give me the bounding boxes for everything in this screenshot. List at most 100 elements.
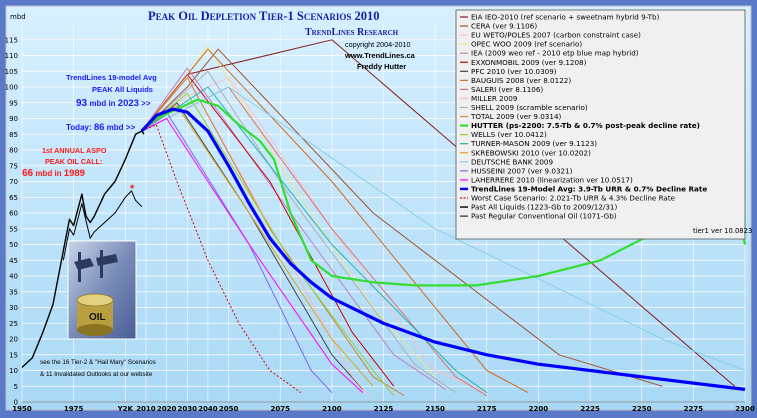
aspo-annotation-line2: PEAK OIL CALL:: [45, 157, 102, 166]
x-tick-label: 2125: [374, 405, 394, 413]
x-tick-label: 2275: [684, 405, 704, 413]
avg-annotation-line3: 93 mbd in 2023 >>: [76, 98, 151, 109]
legend-item-label: TrendLines 19-Model Avg: 3.9-Tb URR & 0.…: [471, 184, 707, 193]
y-tick-label: 0: [14, 399, 18, 407]
x-tick-label: 2050: [219, 405, 239, 413]
y-tick-label: 20: [9, 336, 18, 344]
series-line-14: [141, 86, 488, 394]
x-tick-label: 2175: [477, 405, 497, 413]
series-line-20: [141, 124, 302, 394]
series-line-21: [21, 130, 145, 368]
y-tick-label: 60: [9, 210, 18, 218]
y-axis-label: mbd: [10, 13, 26, 21]
website-text: www.TrendLines.ca: [344, 51, 416, 60]
legend-item-label: TURNER-MASON 2009 (ver 9.1123): [470, 139, 597, 148]
x-tick-label: 2030: [178, 405, 198, 413]
author-text: Freddy Hutter: [357, 62, 406, 71]
y-tick-label: 105: [5, 68, 18, 76]
legend-item-label: WELLS (ver 10.0412): [471, 130, 547, 139]
aspo-annotation-line1: 1st ANNUAL ASPO: [42, 146, 107, 155]
series-line-13: [141, 92, 395, 397]
y-tick-label: 45: [9, 257, 18, 265]
chart-publisher: TrendLines Research: [305, 27, 399, 38]
series-line-18: [141, 118, 364, 393]
y-tick-label: 75: [9, 162, 18, 170]
y-tick-label: 25: [9, 320, 18, 328]
y-tick-label: 15: [9, 351, 18, 359]
legend: EIA IEO-2010 (ref scenario + sweetnam hy…: [455, 9, 752, 240]
chart-title: Peak Oil Depletion Tier-1 Scenarios 2010: [148, 9, 380, 23]
x-tick-label: 1975: [64, 405, 84, 413]
series-line-16: [141, 86, 746, 371]
legend-item-label: HUSSEINI 2007 (ver 9.0321): [471, 166, 573, 175]
y-tick-label: 95: [9, 99, 18, 107]
footer-note-line1: see the 16 Tier-2 & "Hail Mary" Scenario…: [40, 359, 156, 366]
y-tick-label: 115: [5, 36, 18, 44]
series-line-10: [141, 70, 457, 394]
x-axis-ticks: 1950 1975 Y2K 2010 2020 2030 2040 2050 2075 2100 2…: [12, 405, 755, 413]
legend-item-label: DEUTSCHE BANK 2009: [471, 157, 553, 166]
legend-item-label: SALERI (ver 8.1106): [471, 85, 543, 94]
y-tick-label: 85: [9, 131, 18, 139]
legend-item-label: Past Regular Conventional Oil (1071-Gb): [471, 212, 617, 221]
x-tick-label: 2075: [270, 405, 290, 413]
series-line-1: [141, 48, 663, 387]
series-line-22: [62, 190, 143, 261]
series-line-7: [141, 48, 529, 394]
today-annotation: Today: 86 mbd >>: [66, 122, 135, 133]
legend-item-label: EXXONMOBIL 2009 (ver 9.1208): [471, 58, 587, 67]
x-tick-label: 2150: [425, 405, 445, 413]
series-lines: [21, 39, 747, 397]
legend-item-label: IEA (2009 weo ref - 2010 etp blue map hy…: [471, 49, 639, 58]
y-tick-label: 30: [9, 304, 18, 312]
grid: [21, 24, 746, 403]
legend-item-label: TOTAL 2009 (ver 9.0314): [470, 112, 562, 121]
oil-barrel-image: OIL: [67, 240, 137, 340]
legend-item-label: BAUGUIS 2008 (ver 8.0122): [471, 76, 571, 85]
x-tick-label: 2225: [580, 405, 600, 413]
x-tick-label: 1950: [12, 405, 32, 413]
avg-annotation-line1: TrendLines 19-model Avg: [66, 73, 157, 82]
legend-item-label: Past All Liquids (1223-Gb to 2009/12/31): [471, 203, 617, 212]
x-tick-label: 2200: [529, 405, 549, 413]
y-tick-label: 10: [9, 367, 18, 375]
y-tick-label: 5: [14, 383, 18, 391]
x-tick-label: 2020: [157, 405, 177, 413]
legend-item-label: LAHERRERE 2010 (linearization ver 10.051…: [471, 175, 633, 184]
copyright-text: copyright 2004-2010: [345, 40, 411, 49]
version-text: tier1 ver 10.0823: [693, 227, 752, 235]
x-tick-label: 2040: [198, 405, 218, 413]
legend-item-label: Worst Case Scenario: 2.021-Tb URR & 4.3%…: [471, 194, 676, 203]
x-tick-label: 2300: [735, 405, 755, 413]
y-axis-ticks: 0 5 10 15 20 25 30 35 40 45 50 55 60 65 70 75 80 85 90 95 10…: [5, 36, 18, 406]
y-tick-label: 65: [9, 194, 18, 202]
aspo-annotation-line3: 66 mbd in 1989: [22, 168, 85, 179]
series-line-19: [140, 107, 746, 391]
x-tick-label: Y2K: [117, 405, 134, 413]
y-tick-label: 110: [5, 52, 18, 60]
legend-item-label: OPEC WOO 2009 (ref scenario): [471, 40, 582, 49]
legend-box: [455, 9, 746, 240]
series-line-2: [141, 77, 487, 394]
y-tick-label: 80: [9, 147, 18, 155]
x-tick-label: 2100: [322, 405, 342, 413]
y-tick-label: 90: [9, 115, 18, 123]
footer-note-line2: & 11 Invalidated Outlooks at our website: [40, 371, 153, 378]
legend-item-label: CERA (ver 9.1106): [471, 22, 537, 31]
avg-annotation-line2: PEAK All Liquids: [92, 85, 153, 94]
legend-item-label: EU WETO/POLES 2007 (carbon constraint ca…: [471, 31, 641, 40]
y-tick-label: 35: [9, 288, 18, 296]
y-tick-label: 70: [9, 178, 18, 186]
legend-item-label: SKREBOWSKI 2010 (ver 10.0202): [471, 148, 591, 157]
y-tick-label: 40: [9, 273, 18, 281]
legend-item-label: SHELL 2009 (scramble scenario): [471, 103, 588, 112]
y-tick-label: 55: [9, 225, 18, 233]
legend-item-label: MILLER 2009: [471, 94, 518, 103]
x-tick-label: 2250: [632, 405, 652, 413]
y-tick-label: 100: [5, 84, 18, 92]
legend-item-label: EIA IEO-2010 (ref scenario + sweetnam hy…: [471, 13, 660, 22]
oil-barrel-text: OIL: [89, 312, 106, 323]
legend-item-label: PFC 2010 (ver 10.0309): [471, 67, 557, 76]
